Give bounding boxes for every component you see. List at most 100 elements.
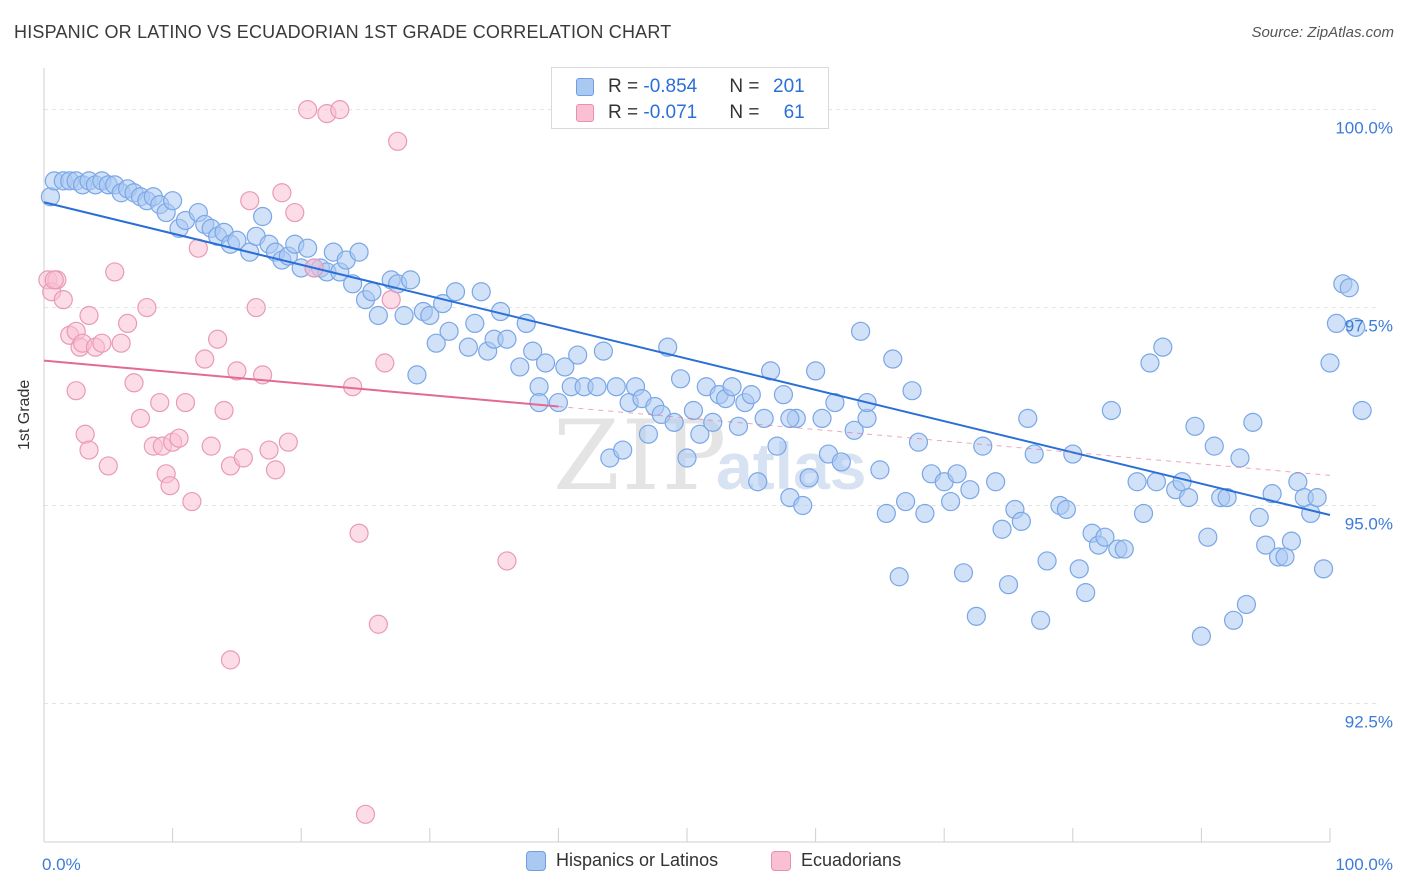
point-ecuadorian bbox=[497, 551, 517, 571]
legend-swatch-ecuadorian bbox=[576, 104, 594, 122]
point-hispanic bbox=[362, 282, 382, 302]
chart-title: HISPANIC OR LATINO VS ECUADORIAN 1ST GRA… bbox=[14, 22, 672, 42]
point-hispanic bbox=[555, 357, 575, 377]
point-hispanic bbox=[1320, 353, 1340, 373]
point-hispanic bbox=[1185, 416, 1205, 436]
point-hispanic bbox=[831, 452, 851, 472]
point-ecuadorian bbox=[160, 476, 180, 496]
legend-item-hispanic: Hispanics or Latinos bbox=[526, 850, 718, 871]
point-hispanic bbox=[741, 385, 761, 405]
point-hispanic bbox=[349, 242, 369, 262]
legend-swatch-hispanic bbox=[576, 78, 594, 96]
point-hispanic bbox=[658, 337, 678, 357]
point-hispanic bbox=[915, 503, 935, 524]
r-value: -0.854 bbox=[643, 76, 698, 97]
x-tick-label: 100.0% bbox=[1335, 855, 1393, 874]
source-credit: Source: ZipAtlas.com bbox=[1251, 24, 1394, 41]
point-hispanic bbox=[613, 440, 633, 460]
point-hispanic bbox=[471, 282, 491, 302]
point-hispanic bbox=[439, 321, 459, 341]
point-ecuadorian bbox=[227, 361, 247, 381]
tick-labels: 100.0% 97.5% 95.0% 92.5% 0.0% 100.0% bbox=[42, 119, 1393, 874]
point-hispanic bbox=[870, 460, 890, 480]
point-hispanic bbox=[1236, 594, 1257, 615]
point-hispanic bbox=[1069, 559, 1089, 579]
point-hispanic bbox=[670, 369, 691, 389]
point-ecuadorian bbox=[381, 290, 401, 310]
point-hispanic bbox=[1178, 487, 1199, 508]
point-ecuadorian bbox=[124, 373, 144, 393]
point-hispanic bbox=[1076, 582, 1096, 603]
point-hispanic bbox=[1307, 487, 1327, 508]
point-hispanic bbox=[465, 313, 485, 334]
point-hispanic bbox=[253, 206, 273, 227]
point-hispanic bbox=[998, 575, 1019, 595]
point-ecuadorian bbox=[79, 440, 99, 460]
point-ecuadorian bbox=[388, 131, 408, 151]
data-points bbox=[38, 100, 1372, 824]
point-hispanic bbox=[1230, 448, 1250, 468]
point-hispanic bbox=[947, 464, 967, 484]
point-ecuadorian bbox=[285, 202, 305, 223]
point-ecuadorian bbox=[117, 313, 138, 334]
point-hispanic bbox=[812, 408, 832, 429]
point-ecuadorian bbox=[111, 333, 131, 353]
point-ecuadorian bbox=[355, 804, 376, 824]
point-hispanic bbox=[298, 238, 318, 258]
point-hispanic bbox=[1011, 511, 1031, 531]
point-hispanic bbox=[851, 321, 871, 341]
legend-label-ecuadorian: Ecuadorians bbox=[801, 850, 902, 870]
point-hispanic bbox=[960, 480, 980, 500]
point-hispanic bbox=[973, 436, 993, 456]
point-hispanic bbox=[606, 377, 626, 397]
point-hispanic bbox=[458, 337, 478, 357]
point-hispanic bbox=[1262, 484, 1282, 504]
point-ecuadorian bbox=[201, 436, 221, 456]
point-hispanic bbox=[889, 567, 909, 587]
point-hispanic bbox=[1133, 503, 1154, 524]
point-ecuadorian bbox=[265, 460, 286, 480]
point-hispanic bbox=[1146, 472, 1166, 492]
trend-line-hispanic bbox=[43, 201, 1331, 516]
point-ecuadorian bbox=[259, 440, 279, 460]
point-hispanic bbox=[664, 412, 684, 432]
point-hispanic bbox=[1140, 353, 1160, 373]
point-hispanic bbox=[400, 270, 421, 290]
point-ecuadorian bbox=[66, 381, 86, 401]
legend-label-hispanic: Hispanics or Latinos bbox=[556, 850, 719, 870]
point-hispanic bbox=[941, 491, 961, 512]
point-hispanic bbox=[1346, 317, 1366, 337]
r-label: R = bbox=[608, 102, 644, 123]
point-hispanic bbox=[1204, 436, 1224, 456]
point-hispanic bbox=[497, 329, 517, 349]
point-hispanic bbox=[773, 385, 794, 405]
point-ecuadorian bbox=[137, 297, 157, 318]
point-hispanic bbox=[1217, 487, 1237, 508]
point-ecuadorian bbox=[79, 305, 99, 326]
point-hispanic bbox=[780, 408, 800, 429]
point-hispanic bbox=[1101, 400, 1121, 421]
point-ecuadorian bbox=[208, 329, 228, 349]
legend-swatch-hispanic bbox=[526, 850, 546, 871]
point-ecuadorian bbox=[233, 448, 253, 468]
point-ecuadorian bbox=[195, 349, 215, 369]
point-hispanic bbox=[728, 416, 749, 436]
point-hispanic bbox=[535, 353, 556, 373]
point-hispanic bbox=[1024, 444, 1044, 464]
point-hispanic bbox=[420, 305, 440, 326]
r-label: R = bbox=[608, 76, 644, 97]
point-hispanic bbox=[1256, 535, 1276, 555]
point-ecuadorian bbox=[298, 100, 318, 120]
point-hispanic bbox=[767, 436, 787, 456]
point-hispanic bbox=[1127, 472, 1147, 492]
n-label: N = bbox=[729, 102, 765, 123]
point-hispanic bbox=[896, 491, 916, 512]
trend-line-ecuadorian bbox=[43, 359, 559, 408]
legend-swatch-ecuadorian bbox=[771, 850, 791, 871]
y-tick-label: 97.5% bbox=[1345, 317, 1393, 336]
point-ecuadorian bbox=[53, 290, 73, 310]
point-ecuadorian bbox=[272, 183, 292, 203]
point-hispanic bbox=[690, 424, 710, 444]
point-hispanic bbox=[426, 333, 446, 353]
